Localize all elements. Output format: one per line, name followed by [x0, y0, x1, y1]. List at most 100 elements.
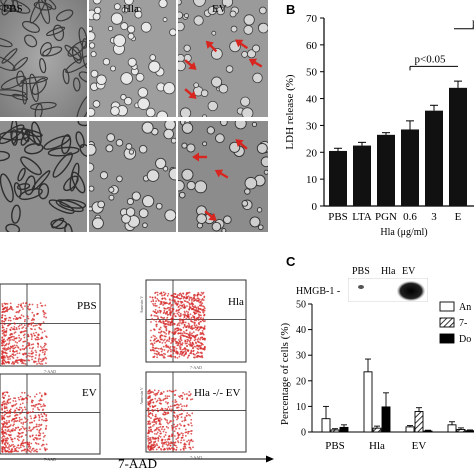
- flow-event-dot: [162, 345, 165, 348]
- flow-small-xlabel: 7-AAD: [44, 369, 56, 374]
- flow-event-dot: [175, 309, 178, 312]
- flow-event-dot: [12, 399, 15, 402]
- flow-event-dot: [34, 328, 36, 331]
- flow-event-dot: [195, 328, 197, 331]
- flow-event-dot: [25, 356, 28, 358]
- flow-event-dot: [39, 363, 42, 365]
- rounded-cell: [89, 162, 95, 172]
- flow-event-dot: [150, 445, 153, 448]
- panel-letter-b: B: [286, 2, 296, 17]
- flow-event-dot: [13, 344, 16, 347]
- flow-event-dot: [155, 305, 158, 307]
- flow-event-dot: [7, 308, 10, 311]
- flow-event-dot: [25, 302, 27, 305]
- flow-event-dot: [6, 338, 9, 341]
- flow-event-dot: [26, 401, 28, 404]
- rounded-cell: [181, 142, 188, 149]
- flow-event-dot: [36, 428, 39, 431]
- flow-event-dot: [173, 404, 176, 407]
- flow-event-dot: [166, 345, 169, 348]
- flow-event-dot: [6, 310, 9, 313]
- flow-event-dot: [43, 330, 46, 333]
- flow-event-dot: [179, 423, 181, 425]
- flow-event-dot: [169, 348, 172, 351]
- flow-event-dot: [201, 356, 204, 359]
- flow-event-dot: [151, 343, 154, 346]
- cell-shape: [73, 77, 81, 92]
- flow-event-dot: [7, 428, 10, 431]
- flow-event-dot: [6, 391, 9, 394]
- flow-event-dot: [165, 311, 168, 313]
- flow-event-dot: [7, 411, 10, 414]
- flow-event-dot: [163, 316, 166, 319]
- flow-event-dot: [30, 355, 33, 358]
- flow-event-dot: [154, 413, 157, 416]
- flow-event-dot: [3, 435, 6, 438]
- flow-event-dot: [156, 399, 159, 402]
- cell-shape: [29, 0, 47, 24]
- flow-event-dot: [15, 337, 17, 340]
- flow-event-dot: [196, 344, 198, 347]
- apo-legend-label: 7-: [459, 318, 467, 329]
- red-arrow-icon: [192, 152, 207, 162]
- ldh-x-label: Hla (μg/ml): [380, 227, 427, 238]
- flow-event-dot: [37, 403, 40, 406]
- flow-event-dot: [192, 343, 195, 346]
- rounded-cell: [120, 22, 129, 31]
- flow-event-dot: [172, 347, 175, 349]
- flow-event-dot: [1, 303, 4, 305]
- flow-event-dot: [23, 359, 26, 362]
- flow-event-dot: [197, 319, 200, 321]
- flow-event-dot: [9, 305, 12, 308]
- flow-event-dot: [21, 402, 24, 405]
- flow-event-dot: [177, 305, 180, 308]
- flow-event-dot: [180, 294, 183, 297]
- flow-event-dot: [154, 308, 157, 311]
- flow-event-dot: [43, 344, 46, 347]
- flow-event-dot: [195, 324, 198, 327]
- flow-event-dot: [169, 314, 172, 317]
- rounded-cell: [202, 114, 207, 117]
- flow-event-dot: [183, 424, 186, 427]
- flow-event-dot: [173, 435, 176, 437]
- flow-label-hla-ev: Hla -/- EV: [194, 387, 241, 399]
- rounded-cell: [149, 54, 157, 61]
- flow-event-dot: [161, 297, 164, 300]
- flow-event-dot: [12, 363, 15, 365]
- flow-event-dot: [193, 321, 195, 324]
- flow-event-dot: [5, 334, 7, 337]
- rounded-cell: [102, 58, 111, 66]
- flow-event-dot: [44, 348, 46, 351]
- flow-event-dot: [26, 345, 28, 347]
- flow-event-dot: [31, 428, 34, 431]
- flow-event-dot: [159, 430, 162, 433]
- rounded-cell: [215, 133, 225, 144]
- flow-event-dot: [1, 339, 4, 342]
- flow-event-dot: [42, 321, 45, 324]
- flow-event-dot: [3, 402, 5, 405]
- flow-event-dot: [188, 343, 190, 346]
- rounded-cell: [138, 145, 148, 154]
- flow-event-dot: [176, 407, 178, 409]
- flow-event-dot: [191, 299, 193, 302]
- flow-event-dot: [171, 331, 174, 334]
- flow-event-dot: [19, 395, 22, 398]
- flow-event-dot: [190, 418, 193, 421]
- flow-event-dot: [45, 448, 48, 451]
- flow-event-dot: [11, 418, 14, 421]
- flow-event-dot: [186, 332, 189, 335]
- flow-event-dot: [152, 304, 155, 307]
- flow-event-dot: [201, 354, 203, 357]
- rounded-cell: [125, 207, 136, 217]
- flow-event-dot: [32, 325, 35, 327]
- flow-event-dot: [155, 422, 158, 425]
- flow-event-dot: [159, 311, 162, 314]
- flow-event-dot: [160, 334, 163, 337]
- micrograph-hla-top: [89, 0, 176, 117]
- flow-event-dot: [185, 393, 188, 395]
- flow-event-dot: [171, 324, 174, 326]
- flow-event-dot: [155, 350, 158, 353]
- flow-event-dot: [170, 447, 173, 449]
- flow-event-dot: [30, 404, 33, 407]
- flow-event-dot: [171, 400, 174, 403]
